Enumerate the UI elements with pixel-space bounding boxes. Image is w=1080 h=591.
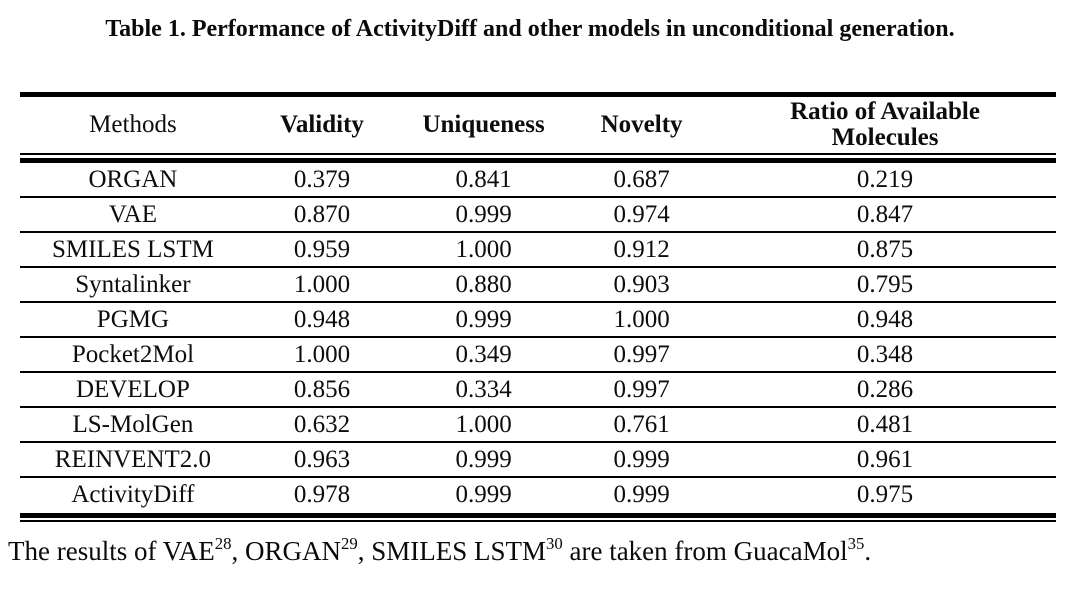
footnote-citation: 30 bbox=[546, 534, 563, 554]
cell-uniqueness: 0.841 bbox=[455, 166, 512, 193]
cell-validity: 0.856 bbox=[293, 376, 351, 403]
cell-method: Syntalinker bbox=[75, 271, 191, 298]
footnote-citation: 29 bbox=[340, 534, 358, 554]
cell-novelty: 0.687 bbox=[613, 166, 670, 193]
table-row: VAE 0.870 0.999 0.974 0.847 bbox=[20, 198, 1056, 233]
column-header-methods: Methods bbox=[89, 111, 177, 138]
cell-novelty: 1.000 bbox=[613, 306, 670, 333]
cell-novelty: 0.999 bbox=[613, 481, 670, 508]
cell-novelty: 0.903 bbox=[613, 271, 670, 298]
table-rule-header bbox=[20, 153, 1056, 163]
cell-validity: 1.000 bbox=[293, 271, 351, 298]
cell-ratio: 0.348 bbox=[856, 341, 914, 368]
column-header-novelty: Novelty bbox=[600, 111, 683, 138]
cell-novelty: 0.761 bbox=[613, 411, 670, 438]
cell-ratio: 0.286 bbox=[856, 376, 914, 403]
cell-ratio: 0.795 bbox=[856, 271, 914, 298]
cell-ratio: 0.219 bbox=[856, 166, 914, 193]
cell-novelty: 0.997 bbox=[613, 376, 670, 403]
table-row: ORGAN 0.379 0.841 0.687 0.219 bbox=[20, 163, 1056, 198]
table-row: LS-MolGen 0.632 1.000 0.761 0.481 bbox=[20, 408, 1056, 443]
cell-validity: 0.959 bbox=[293, 236, 351, 263]
cell-method: ActivityDiff bbox=[71, 481, 195, 508]
cell-method: Pocket2Mol bbox=[71, 341, 195, 368]
cell-ratio: 0.961 bbox=[856, 446, 914, 473]
cell-novelty: 0.912 bbox=[613, 236, 670, 263]
cell-validity: 1.000 bbox=[293, 341, 351, 368]
table-row: Syntalinker 1.000 0.880 0.903 0.795 bbox=[20, 268, 1056, 303]
column-header-ratio-line1: Ratio of Available bbox=[790, 98, 980, 125]
cell-validity: 0.978 bbox=[293, 481, 351, 508]
footnote-text: The results of VAE bbox=[8, 536, 215, 566]
cell-validity: 0.963 bbox=[293, 446, 351, 473]
footnote: The results of VAE28, ORGAN29, SMILES LS… bbox=[8, 534, 872, 567]
cell-method: VAE bbox=[108, 201, 157, 228]
results-table: Methods Validity Uniqueness Novelty Rati… bbox=[20, 92, 1056, 522]
cell-novelty: 0.999 bbox=[613, 446, 670, 473]
cell-ratio: 0.875 bbox=[856, 236, 914, 263]
cell-uniqueness: 1.000 bbox=[455, 236, 512, 263]
cell-method: SMILES LSTM bbox=[52, 236, 214, 263]
column-header-uniqueness: Uniqueness bbox=[422, 111, 545, 138]
table-header-row: Methods Validity Uniqueness Novelty Rati… bbox=[20, 97, 1056, 153]
cell-method: REINVENT2.0 bbox=[54, 446, 212, 473]
cell-uniqueness: 0.999 bbox=[455, 446, 512, 473]
cell-uniqueness: 0.880 bbox=[455, 271, 512, 298]
footnote-citation: 28 bbox=[214, 534, 232, 554]
table-row: REINVENT2.0 0.963 0.999 0.999 0.961 bbox=[20, 443, 1056, 478]
column-header-ratio-line2: Molecules bbox=[831, 124, 939, 151]
cell-ratio: 0.847 bbox=[856, 201, 914, 228]
cell-uniqueness: 1.000 bbox=[455, 411, 512, 438]
footnote-text: , ORGAN bbox=[231, 536, 341, 566]
table-row: ActivityDiff 0.978 0.999 0.999 0.975 bbox=[20, 478, 1056, 513]
cell-validity: 0.870 bbox=[293, 201, 351, 228]
cell-method: LS-MolGen bbox=[72, 411, 194, 438]
table-row: DEVELOP 0.856 0.334 0.997 0.286 bbox=[20, 373, 1056, 408]
table-body: ORGAN 0.379 0.841 0.687 0.219 VAE 0.870 … bbox=[20, 163, 1056, 513]
footnote-text: . bbox=[864, 536, 872, 566]
cell-uniqueness: 0.999 bbox=[455, 201, 512, 228]
table-row: PGMG 0.948 0.999 1.000 0.948 bbox=[20, 303, 1056, 338]
cell-novelty: 0.997 bbox=[613, 341, 670, 368]
cell-ratio: 0.948 bbox=[856, 306, 914, 333]
cell-method: ORGAN bbox=[88, 166, 178, 193]
cell-uniqueness: 0.999 bbox=[455, 306, 512, 333]
column-header-validity: Validity bbox=[280, 111, 364, 138]
footnote-citation: 35 bbox=[847, 534, 865, 554]
cell-validity: 0.632 bbox=[293, 411, 351, 438]
column-header-ratio: Ratio of Available Molecules bbox=[714, 99, 1056, 151]
footnote-text: , SMILES LSTM bbox=[357, 536, 546, 566]
table-rule-bottom bbox=[20, 513, 1056, 522]
table-row: Pocket2Mol 1.000 0.349 0.997 0.348 bbox=[20, 338, 1056, 373]
cell-novelty: 0.974 bbox=[613, 201, 670, 228]
cell-ratio: 0.975 bbox=[856, 481, 914, 508]
cell-ratio: 0.481 bbox=[856, 411, 914, 438]
cell-validity: 0.379 bbox=[293, 166, 351, 193]
cell-uniqueness: 0.334 bbox=[455, 376, 512, 403]
table-caption: Table 1. Performance of ActivityDiff and… bbox=[105, 16, 955, 42]
cell-method: PGMG bbox=[96, 306, 170, 333]
cell-validity: 0.948 bbox=[293, 306, 351, 333]
table-rule-top bbox=[20, 92, 1056, 97]
footnote-text: are taken from GuacaMol bbox=[562, 536, 848, 566]
cell-uniqueness: 0.999 bbox=[455, 481, 512, 508]
cell-uniqueness: 0.349 bbox=[455, 341, 512, 368]
table-row: SMILES LSTM 0.959 1.000 0.912 0.875 bbox=[20, 233, 1056, 268]
cell-method: DEVELOP bbox=[75, 376, 190, 403]
